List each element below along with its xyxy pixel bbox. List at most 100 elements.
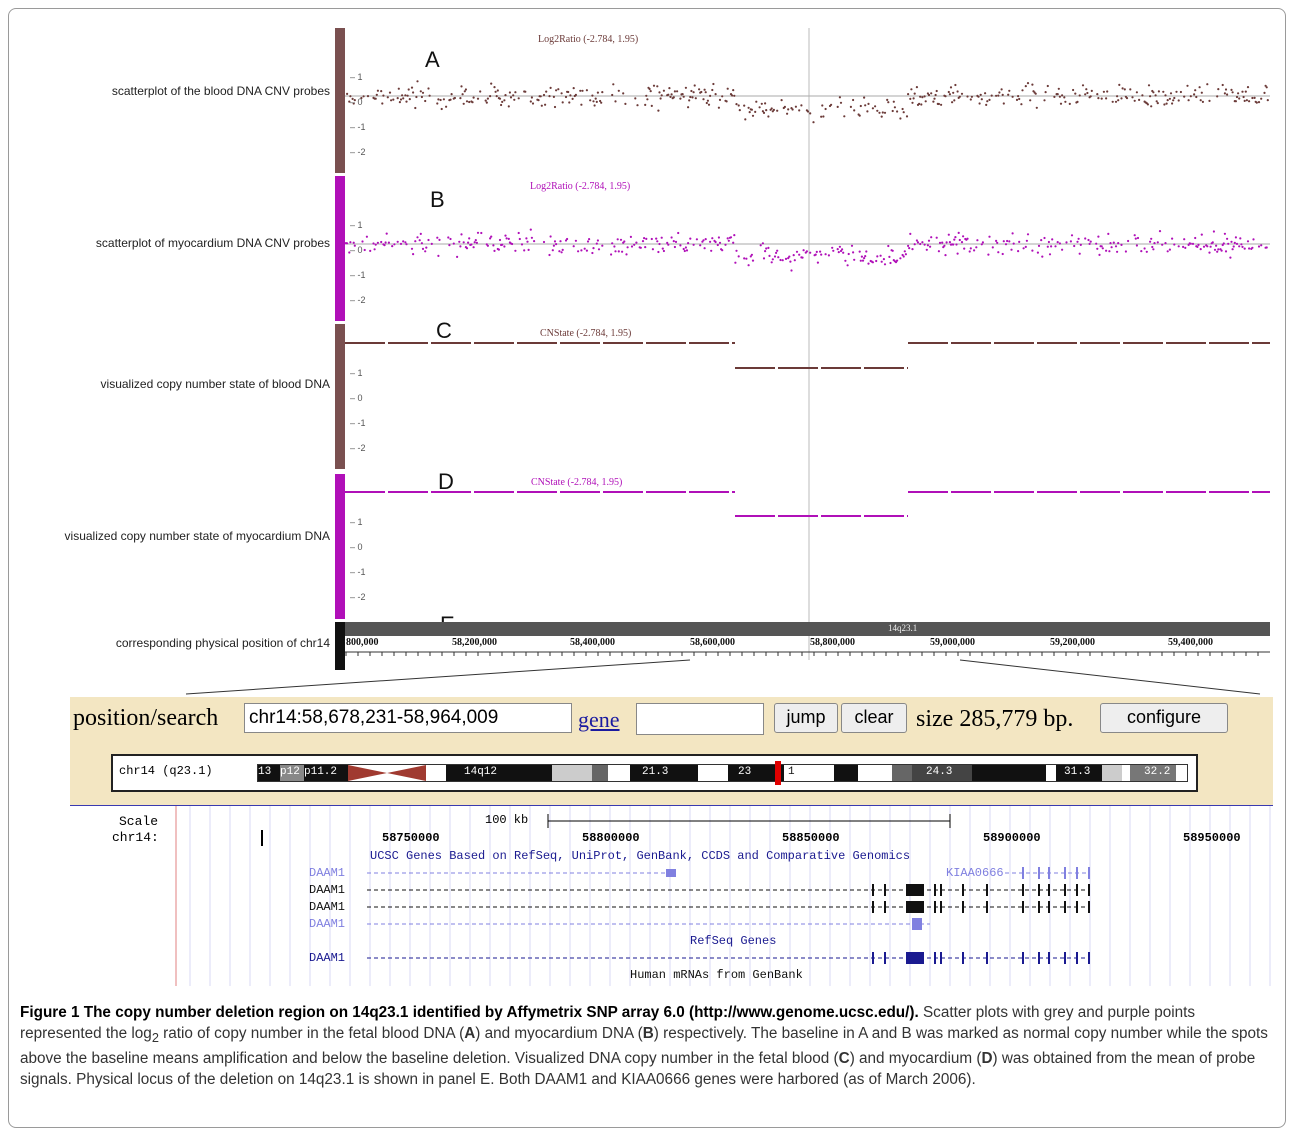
position-input[interactable] [244, 703, 572, 733]
scatter-point [396, 97, 399, 100]
exon [912, 901, 918, 913]
configure-button[interactable]: configure [1100, 703, 1228, 733]
cnv-tracks-plot [185, 28, 1270, 695]
scatter-point [611, 93, 614, 97]
scatter-point [750, 108, 754, 111]
scatter-point [685, 249, 689, 252]
scatter-point [1056, 241, 1059, 244]
scatter-point [864, 255, 867, 258]
scatter-point [658, 91, 661, 94]
scatter-point [549, 86, 552, 89]
scatter-point [601, 91, 604, 94]
refseq-track-title[interactable]: RefSeq Genes [690, 934, 777, 948]
exon [1038, 884, 1040, 896]
scatter-point [776, 249, 779, 252]
ucsc-genes-track-title[interactable]: UCSC Genes Based on RefSeq, UniProt, Gen… [370, 849, 911, 863]
scatter-point [945, 241, 948, 244]
mrna-track-title[interactable]: Human mRNAs from GenBank [630, 968, 803, 982]
scatter-point [649, 90, 652, 93]
scatter-point [1105, 249, 1108, 252]
scatter-point [768, 254, 771, 257]
scatter-point [668, 87, 671, 90]
scatter-point [973, 249, 976, 252]
scatter-point [1029, 99, 1032, 102]
scatter-point [465, 247, 469, 250]
scatter-point [1008, 89, 1011, 92]
scatter-point [667, 243, 670, 246]
exon [912, 884, 918, 896]
scatter-point [1058, 242, 1061, 245]
scatter-point [1199, 99, 1202, 102]
scatter-point [657, 250, 660, 254]
scatter-point [1131, 96, 1134, 99]
scatter-point [1245, 99, 1248, 102]
exon [872, 901, 874, 913]
scatter-point [440, 107, 443, 111]
scatter-point [907, 244, 910, 247]
scatter-point [865, 250, 868, 253]
scatter-point [772, 108, 776, 111]
scatter-point [382, 94, 385, 97]
blood-scatter-points [346, 80, 1269, 124]
coord-58800000: 58800000 [582, 831, 640, 845]
scatter-point [952, 243, 955, 246]
scatter-point [497, 248, 500, 251]
scatter-point [787, 108, 790, 111]
scatter-point [743, 104, 746, 107]
scatter-point [773, 255, 777, 258]
scatter-point [1090, 89, 1093, 92]
ideogram: chr14 (q23.1) 13 p12 p11.2 14q12 21.3 23… [111, 754, 1198, 792]
exon [940, 952, 942, 964]
clear-button[interactable]: clear [841, 703, 907, 733]
scatter-point [745, 257, 748, 260]
scatter-point [408, 98, 411, 101]
scatter-point [843, 115, 846, 118]
scatter-point [387, 241, 390, 244]
scatter-point [1061, 94, 1064, 97]
scatter-point [692, 243, 695, 246]
scatter-point [1191, 242, 1195, 245]
scatter-point [1111, 100, 1114, 103]
scatter-point [684, 86, 688, 89]
scatter-point [1037, 244, 1041, 247]
scatter-point [650, 237, 653, 241]
scatter-point [711, 237, 714, 240]
scatter-point [1157, 90, 1160, 93]
scatter-point [1206, 83, 1209, 86]
refseq-row[interactable]: DAAM1 [309, 951, 346, 965]
myo-state-lines [345, 491, 1270, 517]
scatter-point [876, 255, 879, 258]
scatter-point [1243, 99, 1246, 102]
scatter-point [1015, 98, 1019, 101]
exon [962, 884, 964, 896]
scatter-point [1058, 95, 1061, 98]
scatter-point [412, 253, 415, 256]
scatter-point [1024, 85, 1027, 88]
gene-row-3[interactable]: DAAM1 [309, 900, 346, 914]
gene-row-2[interactable]: DAAM1 [309, 883, 346, 897]
scatter-point [966, 237, 969, 240]
zoom-line-left [185, 659, 691, 695]
scatter-point [505, 237, 508, 240]
scatter-point [468, 100, 471, 104]
scatter-point [572, 245, 575, 248]
ideogram-chromosome[interactable]: 13 p12 p11.2 14q12 21.3 23 1 24.3 31.3 3… [257, 761, 1188, 785]
scatter-point [876, 109, 879, 112]
exon [912, 918, 922, 930]
gene-row-4[interactable]: DAAM1 [309, 917, 346, 931]
gene-row-1[interactable]: DAAM1 [309, 866, 346, 880]
scatter-point [1121, 87, 1124, 90]
scatter-point [915, 239, 919, 242]
blood-scatter-sidebar [335, 28, 345, 173]
gene-link[interactable]: gene [578, 707, 620, 732]
kiaa0666-label[interactable]: KIAA0666 [946, 866, 1004, 880]
scatter-point [391, 245, 394, 248]
genome-browser-tracks [175, 806, 1271, 986]
scatter-point [935, 236, 938, 239]
jump-button[interactable]: jump [774, 703, 838, 733]
scatter-point [402, 240, 405, 243]
scatter-point [1129, 88, 1132, 91]
gene-input[interactable] [636, 703, 764, 735]
panel-letter-d: D [438, 469, 454, 494]
scatter-point [529, 100, 532, 103]
